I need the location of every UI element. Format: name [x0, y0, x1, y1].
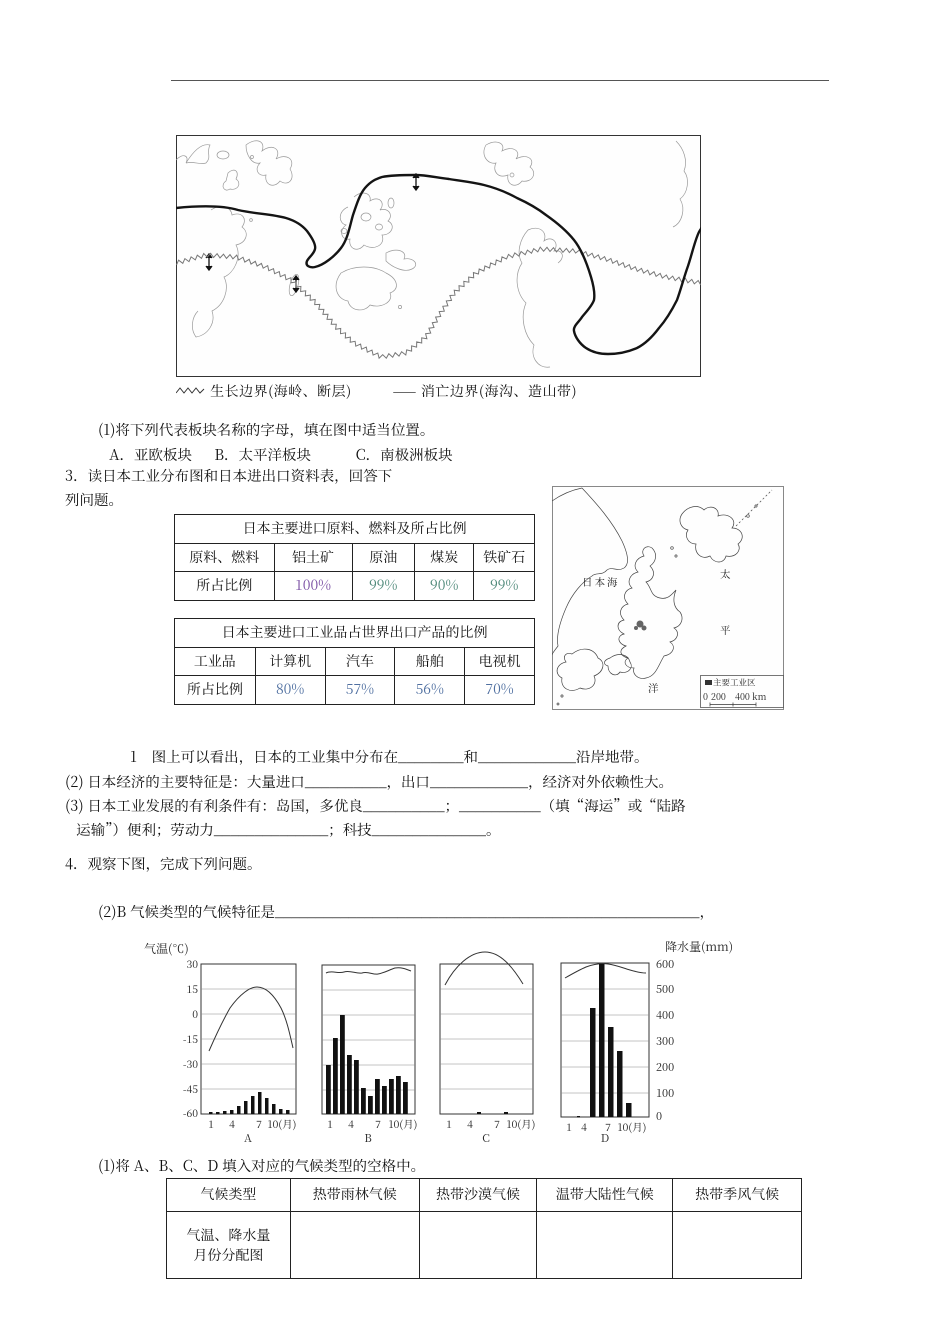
svg-text:-45: -45 [183, 1082, 198, 1097]
svg-text:30: 30 [186, 957, 198, 972]
svg-text:4: 4 [229, 1117, 235, 1132]
svg-text:0: 0 [192, 1007, 198, 1022]
svg-text:4: 4 [581, 1120, 587, 1135]
svg-text:1: 1 [327, 1117, 333, 1132]
svg-text:4: 4 [467, 1117, 473, 1132]
svg-text:1: 1 [208, 1117, 214, 1132]
svg-text:7: 7 [494, 1117, 500, 1132]
svg-text:C: C [482, 1130, 490, 1145]
svg-text:10(月): 10(月) [389, 1117, 418, 1132]
svg-text:10(月): 10(月) [507, 1117, 536, 1132]
svg-text:10(月): 10(月) [268, 1117, 297, 1132]
svg-text:300: 300 [656, 1033, 674, 1049]
svg-text:-60: -60 [183, 1106, 198, 1121]
svg-text:600: 600 [656, 956, 674, 972]
svg-text:7: 7 [256, 1117, 262, 1132]
svg-text:0: 0 [656, 1108, 662, 1124]
svg-text:气温(℃): 气温(℃) [144, 940, 189, 957]
svg-text:15: 15 [186, 982, 198, 997]
svg-text:400: 400 [656, 1007, 674, 1023]
svg-text:主要工业区: 主要工业区 [713, 677, 756, 689]
svg-text:A: A [244, 1130, 252, 1145]
svg-text:D: D [601, 1130, 609, 1145]
svg-text:-30: -30 [183, 1057, 198, 1072]
svg-text:洋: 洋 [648, 681, 659, 696]
svg-text:500: 500 [656, 981, 674, 997]
svg-text:降水量(mm): 降水量(mm) [665, 940, 733, 955]
svg-text:400 km: 400 km [735, 690, 767, 703]
svg-text:-15: -15 [183, 1032, 198, 1047]
svg-text:0: 0 [703, 690, 708, 703]
svg-text:平: 平 [720, 623, 731, 638]
svg-text:B: B [364, 1130, 371, 1145]
svg-text:7: 7 [375, 1117, 381, 1132]
svg-text:1: 1 [566, 1120, 572, 1135]
svg-text:太: 太 [720, 567, 731, 582]
svg-text:4: 4 [348, 1117, 354, 1132]
svg-text:1: 1 [446, 1117, 452, 1132]
svg-text:100: 100 [656, 1085, 674, 1101]
svg-text:日本海: 日本海 [582, 575, 620, 590]
svg-text:10(月): 10(月) [618, 1120, 647, 1135]
svg-text:200: 200 [711, 690, 726, 703]
svg-text:200: 200 [656, 1059, 674, 1075]
